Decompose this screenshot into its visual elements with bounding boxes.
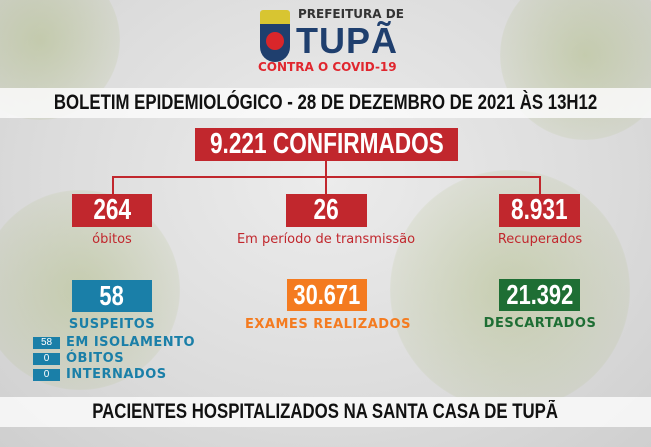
virus-decoration — [500, 0, 651, 140]
suspects-box: 58 — [72, 280, 152, 312]
logo-tagline: CONTRA O COVID-19 — [258, 60, 397, 74]
connector-line — [112, 176, 114, 194]
footer-band: PACIENTES HOSPITALIZADOS NA SANTA CASA D… — [0, 397, 651, 427]
transmission-box: 26 — [286, 194, 367, 227]
transmission-label: Em período de transmissão — [236, 232, 416, 247]
bulletin-title: BOLETIM EPIDEMIOLÓGICO - 28 DE DEZEMBRO … — [53, 91, 598, 114]
discarded-count: 21.392 — [506, 279, 573, 310]
connector-line — [325, 161, 327, 178]
recovered-count: 8.931 — [511, 194, 568, 226]
connector-line — [325, 176, 327, 194]
footer-title: PACIENTES HOSPITALIZADOS NA SANTA CASA D… — [92, 400, 559, 423]
discarded-box: 21.392 — [499, 279, 580, 311]
suspects-count: 58 — [99, 280, 125, 311]
exams-count: 30.671 — [293, 279, 361, 310]
exams-box: 30.671 — [287, 279, 367, 311]
confirmed-count: 9.221 CONFIRMADOS — [209, 128, 444, 160]
transmission-count: 26 — [313, 194, 340, 226]
suspect-deaths-label: ÓBITOS — [66, 351, 125, 366]
hospitalized-count: 0 — [33, 369, 60, 381]
bulletin-title-band: BOLETIM EPIDEMIOLÓGICO - 28 DE DEZEMBRO … — [0, 88, 651, 118]
suspects-label: SUSPEITOS — [68, 317, 156, 332]
isolation-count: 58 — [33, 337, 60, 349]
recovered-label: Recuperados — [497, 232, 583, 247]
discarded-label: DESCARTADOS — [483, 316, 597, 331]
city-coat-of-arms-icon — [257, 10, 293, 66]
exams-label: EXAMES REALIZADOS — [245, 317, 411, 332]
connector-line — [539, 176, 541, 194]
deaths-count: 264 — [93, 194, 131, 226]
confirmed-box: 9.221 CONFIRMADOS — [195, 128, 458, 161]
deaths-box: 264 — [72, 194, 152, 227]
logo-city-name: TUPÃ — [296, 20, 398, 61]
recovered-box: 8.931 — [499, 194, 580, 227]
isolation-label: EM ISOLAMENTO — [66, 335, 196, 350]
suspect-deaths-count: 0 — [33, 353, 60, 365]
deaths-label: óbitos — [92, 232, 132, 247]
hospitalized-label: INTERNADOS — [66, 367, 167, 382]
logo-line-1: PREFEITURA DE — [298, 7, 404, 21]
